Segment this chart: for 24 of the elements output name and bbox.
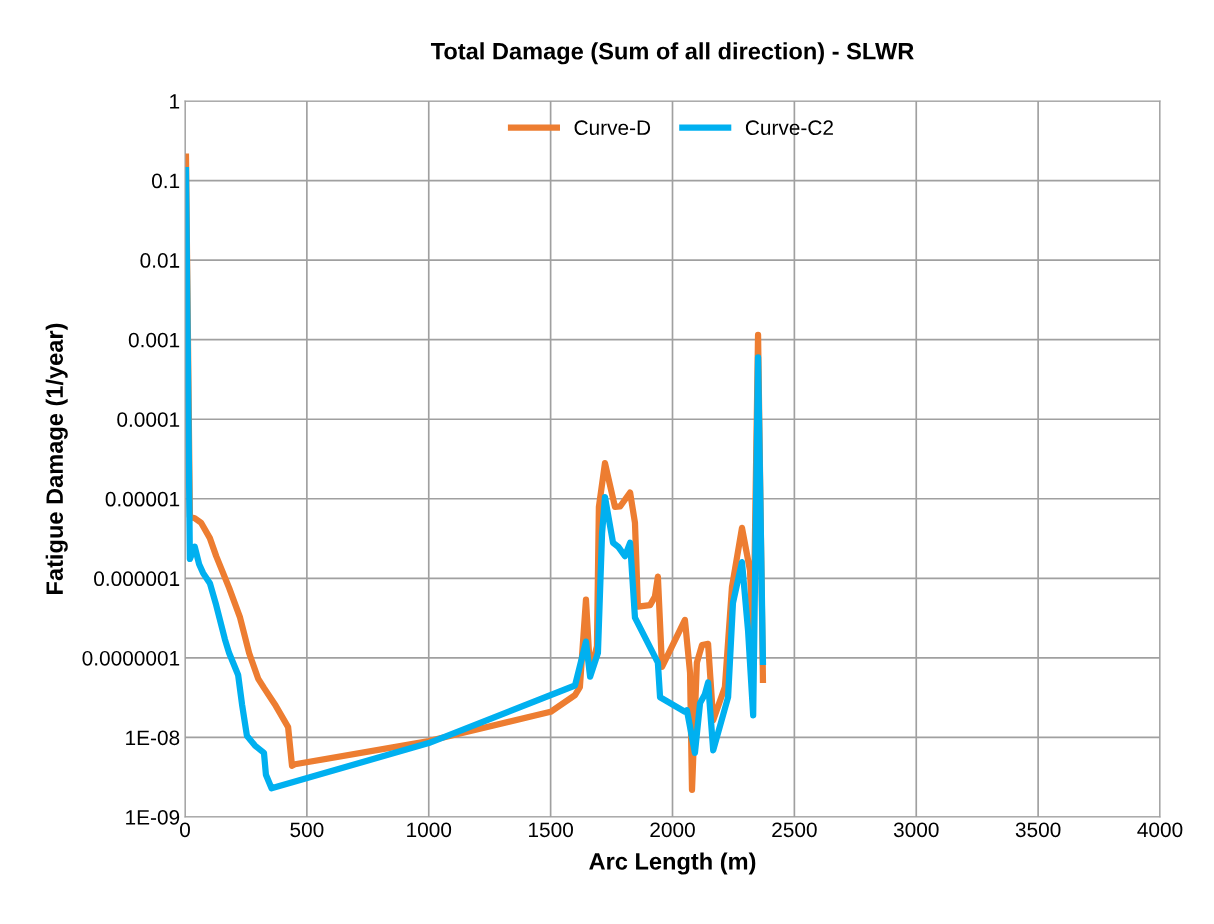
x-tick-label: 0: [180, 822, 190, 838]
x-tick-label: 2500: [772, 822, 817, 838]
y-tick-label: 0.001: [128, 332, 180, 348]
x-tick-label: 2000: [650, 822, 695, 838]
x-tick-label: 1000: [407, 822, 452, 838]
y-tick-label: 0.00001: [105, 491, 180, 507]
x-axis-title: Arc Length (m): [589, 852, 756, 875]
x-tick-label: 3500: [1015, 822, 1061, 838]
chart-title: Total Damage (Sum of all direction) - SLWR: [430, 42, 914, 65]
x-tick-label: 4000: [1137, 822, 1183, 838]
y-tick-label: 0.0001: [117, 412, 180, 427]
y-tick-label: 1E-08: [126, 730, 180, 746]
y-tick-label: 0.1: [151, 173, 180, 189]
y-tick-label: 0.000001: [94, 571, 180, 587]
legend-label: Curve-D: [574, 120, 651, 136]
x-tick-label: 1500: [529, 822, 573, 838]
y-tick-label: 0.01: [140, 253, 180, 268]
legend-label: Curve-C2: [745, 120, 833, 136]
x-tick-label: 3000: [893, 822, 939, 838]
y-tick-label: 1: [170, 94, 180, 109]
x-tick-label: 500: [290, 822, 324, 838]
y-axis-title: Fatigue Damage (1/year): [45, 323, 68, 594]
y-tick-label: 1E-09: [126, 810, 180, 825]
y-tick-label: 0.0000001: [82, 650, 180, 666]
